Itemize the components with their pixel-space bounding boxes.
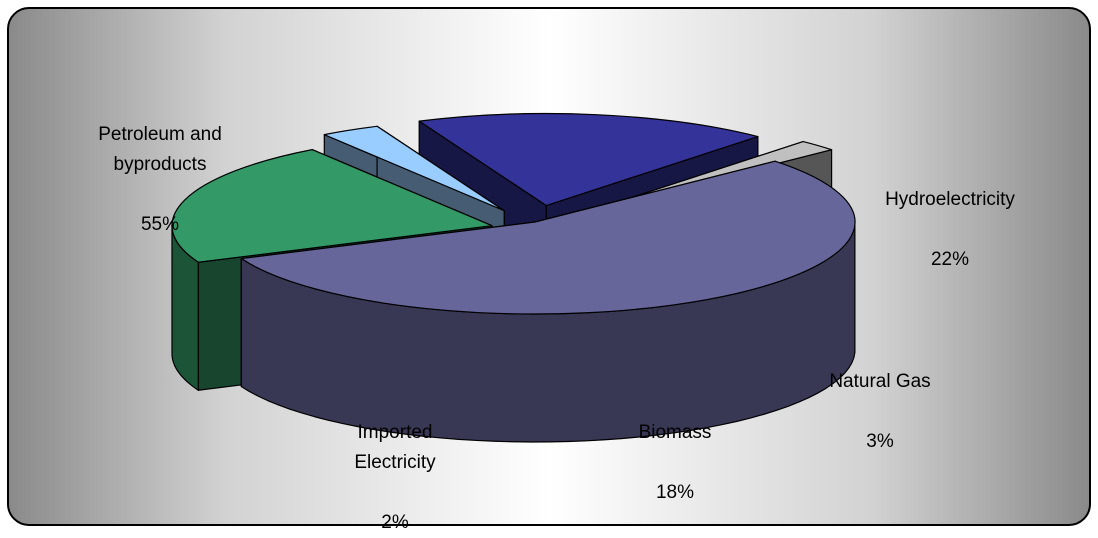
label-imported-electricity-pct: 2% (381, 512, 409, 533)
label-natural-gas-pct: 3% (866, 431, 894, 452)
label-imported-electricity: Imported Electricity 2% (300, 388, 490, 538)
label-biomass-pct: 18% (655, 482, 695, 503)
label-petroleum-name: Petroleum and byproducts (98, 124, 222, 175)
label-petroleum-pct: 55% (140, 214, 180, 235)
slice-natural-gas-top (323, 125, 505, 212)
slice-petroleum-and-byproducts-top (240, 160, 856, 315)
label-natural-gas: Natural Gas 3% (800, 337, 960, 457)
label-natural-gas-name: Natural Gas (829, 371, 931, 392)
label-biomass-name: Biomass (638, 422, 712, 443)
label-hydro-pct: 22% (930, 249, 970, 270)
label-petroleum: Petroleum and byproducts 55% (40, 90, 280, 240)
label-biomass: Biomass 18% (600, 388, 750, 508)
label-imported-electricity-name: Imported Electricity (354, 422, 436, 473)
slice-hydroelectricity-top (171, 149, 493, 263)
slice-petroleum-and-byproducts (240, 160, 856, 443)
label-hydro-name: Hydroelectricity (885, 189, 1015, 210)
slice-biomass-top (418, 112, 759, 207)
label-hydro: Hydroelectricity 22% (840, 155, 1060, 275)
